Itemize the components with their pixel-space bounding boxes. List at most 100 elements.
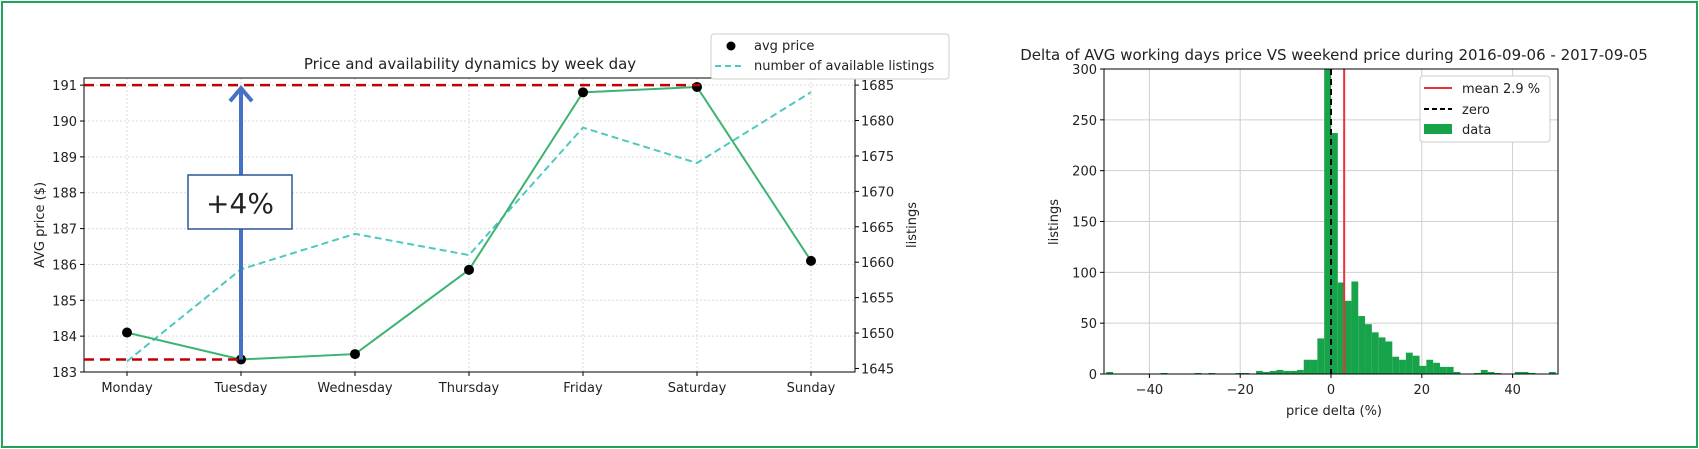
legend-label-listings: number of available listings bbox=[754, 59, 935, 74]
histogram-bar bbox=[1194, 372, 1202, 374]
y2-tick-label: 1660 bbox=[861, 256, 894, 271]
y-axis-label: AVG price ($) bbox=[33, 182, 48, 268]
y-tick-label: 190 bbox=[52, 115, 77, 130]
y2-tick-label: 1645 bbox=[861, 362, 894, 377]
x-tick-label: Saturday bbox=[668, 381, 727, 396]
legend-label-data: data bbox=[1462, 123, 1491, 138]
x-tick-label: 0 bbox=[1327, 383, 1335, 398]
y-tick-label: 187 bbox=[52, 223, 77, 238]
histogram-bar bbox=[1242, 372, 1250, 374]
data-point-avg-price bbox=[122, 327, 132, 338]
data-point-avg-price bbox=[464, 264, 474, 275]
histogram-bar bbox=[1317, 338, 1325, 374]
y2-axis-label: listings bbox=[905, 202, 920, 248]
legend-frame bbox=[710, 33, 950, 80]
histogram-bar bbox=[1256, 370, 1263, 374]
legend-label-avg-price: avg price bbox=[754, 39, 814, 54]
histogram-bar bbox=[1412, 355, 1420, 374]
x-tick-label: Thursday bbox=[438, 381, 500, 396]
histogram-bar bbox=[1399, 359, 1406, 374]
histogram-bar bbox=[1474, 372, 1481, 374]
histogram-bar bbox=[1433, 362, 1440, 374]
x-tick-label: −20 bbox=[1226, 383, 1253, 398]
y2-tick-label: 1680 bbox=[861, 115, 894, 130]
histogram-bar bbox=[1283, 370, 1291, 374]
histogram-bar bbox=[1296, 369, 1304, 374]
histogram-bar bbox=[1426, 359, 1434, 374]
x-tick-label: Wednesday bbox=[317, 381, 393, 396]
x-tick-label: Tuesday bbox=[214, 381, 268, 396]
annotation-box bbox=[187, 174, 293, 230]
x-tick-label: 40 bbox=[1504, 383, 1521, 398]
x-tick-label: 20 bbox=[1414, 383, 1431, 398]
y-tick-label: 184 bbox=[52, 330, 77, 345]
y-tick-label: 300 bbox=[1072, 63, 1097, 78]
y-tick-label: 183 bbox=[52, 366, 77, 381]
legend-label-mean: mean 2.9 % bbox=[1462, 82, 1540, 97]
histogram-bar bbox=[1453, 371, 1461, 374]
y-tick-label: 250 bbox=[1072, 114, 1097, 129]
legend: avg price number of available listings bbox=[710, 33, 950, 80]
x-tick-label: Monday bbox=[101, 381, 153, 396]
histogram-bar bbox=[1371, 332, 1379, 374]
y-tick-label: 186 bbox=[52, 258, 77, 273]
y-tick-label: 189 bbox=[52, 151, 77, 166]
histogram-bar bbox=[1331, 133, 1338, 374]
histogram-bar bbox=[1439, 366, 1447, 374]
histogram-bar bbox=[1419, 365, 1427, 374]
y2-tick-label: 1650 bbox=[861, 327, 894, 342]
y-tick-label: 185 bbox=[52, 294, 77, 309]
histogram-bar bbox=[1160, 372, 1168, 374]
histogram-bar bbox=[1358, 316, 1366, 374]
histogram-bar bbox=[1290, 370, 1297, 374]
y2-tick-label: 1670 bbox=[861, 185, 894, 200]
y-tick-label: 0 bbox=[1089, 368, 1097, 383]
histogram-bar bbox=[1487, 371, 1495, 374]
histogram-bar bbox=[1337, 282, 1345, 374]
histogram-bar bbox=[1548, 371, 1556, 374]
histogram-bar bbox=[1521, 371, 1529, 374]
histogram-bar bbox=[1514, 371, 1522, 374]
histogram-bar bbox=[1494, 372, 1502, 374]
histogram-bar bbox=[1344, 300, 1352, 374]
histogram-bar bbox=[1385, 341, 1393, 374]
y-tick-label: 191 bbox=[52, 79, 77, 94]
y-tick-label: 50 bbox=[1080, 317, 1097, 332]
histogram-bar bbox=[1528, 372, 1536, 374]
y2-tick-label: 1685 bbox=[861, 79, 894, 94]
y-tick-label: 150 bbox=[1072, 216, 1097, 231]
annotation-label: +4% bbox=[206, 187, 274, 220]
y2-tick-label: 1675 bbox=[861, 150, 894, 165]
x-tick-label: Friday bbox=[563, 381, 603, 396]
data-point-avg-price bbox=[578, 87, 588, 98]
histogram-bar bbox=[1405, 352, 1413, 374]
histogram-bar bbox=[1276, 369, 1284, 374]
histogram-bar bbox=[1365, 324, 1372, 374]
histogram-bar bbox=[1235, 372, 1243, 374]
legend-marker-avg-price bbox=[726, 41, 736, 51]
histogram-bar bbox=[1208, 372, 1216, 374]
histogram-bar bbox=[1310, 359, 1318, 374]
left-chart: 183 184 185 186 187 188 189 190 191 1645 1650 1655 1… bbox=[33, 33, 950, 396]
histogram-bar bbox=[1324, 69, 1331, 374]
data-point-avg-price bbox=[806, 255, 816, 266]
y-tick-label: 200 bbox=[1072, 165, 1097, 180]
y-axis-label: listings bbox=[1047, 199, 1062, 245]
y2-tick-label: 1665 bbox=[861, 221, 894, 236]
histogram-bar bbox=[1480, 369, 1488, 374]
histogram-bar bbox=[1262, 371, 1270, 374]
histogram-bar bbox=[1106, 371, 1114, 374]
x-axis-label: price delta (%) bbox=[1286, 404, 1382, 419]
histogram-bar bbox=[1392, 356, 1400, 374]
data-point-avg-price bbox=[350, 349, 360, 360]
histogram-bar bbox=[1378, 337, 1386, 374]
x-tick-label: Sunday bbox=[787, 381, 836, 396]
legend-label-zero: zero bbox=[1462, 103, 1490, 118]
x-tick-label: −40 bbox=[1136, 383, 1163, 398]
chart-title: Price and availability dynamics by week … bbox=[304, 55, 636, 73]
data-point-avg-price bbox=[692, 81, 702, 92]
histogram-bar bbox=[1303, 359, 1311, 374]
legend-marker-data bbox=[1424, 124, 1452, 134]
